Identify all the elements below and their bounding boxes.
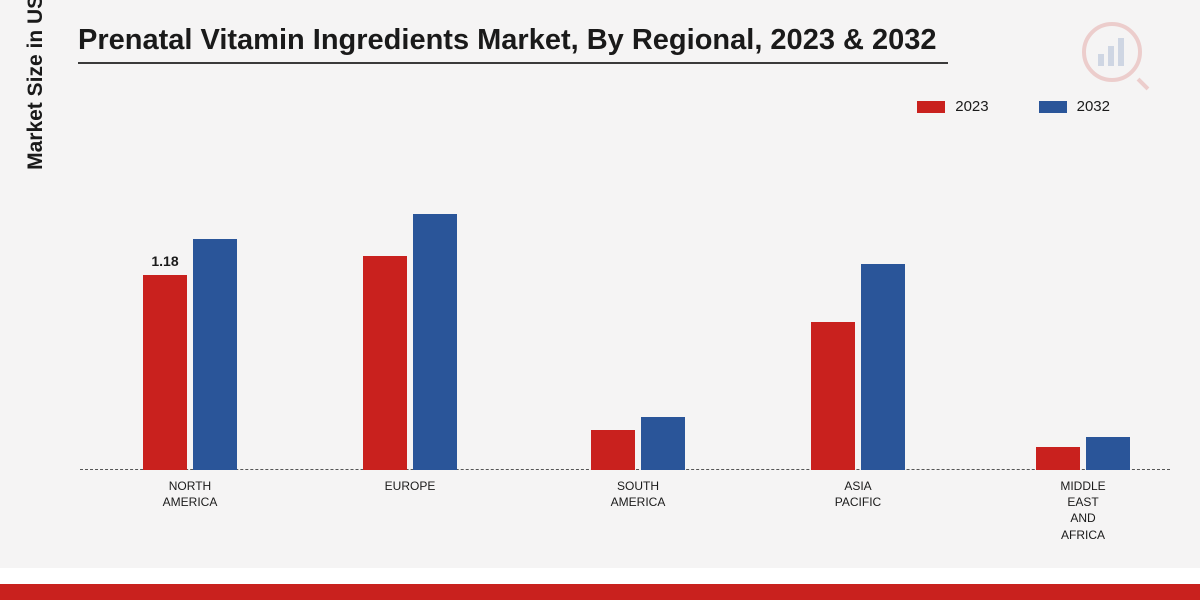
bar-group (350, 214, 470, 470)
legend-swatch-2023 (917, 101, 945, 113)
x-axis-category-label: ASIA PACIFIC (798, 478, 918, 510)
chart-title: Prenatal Vitamin Ingredients Market, By … (78, 24, 937, 57)
bar-group: 1.18 (130, 239, 250, 470)
legend-label-2023: 2023 (955, 98, 988, 115)
legend-item-2032: 2032 (1039, 98, 1110, 115)
legend-label-2032: 2032 (1077, 98, 1110, 115)
bar (811, 322, 855, 471)
bar (193, 239, 237, 470)
bar (363, 256, 407, 471)
footer-red-band (0, 584, 1200, 600)
legend-item-2023: 2023 (917, 98, 988, 115)
watermark-logo (1080, 20, 1150, 90)
bar-group (798, 264, 918, 470)
bar (641, 417, 685, 470)
bar (861, 264, 905, 470)
y-axis-label: Market Size in USD Billion (24, 0, 48, 170)
legend: 2023 2032 (917, 98, 1110, 115)
bar (591, 430, 635, 470)
bar (413, 214, 457, 470)
footer-white-band (0, 568, 1200, 584)
title-underline (78, 62, 948, 64)
x-axis-category-label: EUROPE (350, 478, 470, 494)
bar-group (578, 417, 698, 470)
bar (1036, 447, 1080, 470)
x-axis-labels: NORTH AMERICA EUROPE SOUTH AMERICA ASIA PAC… (80, 478, 1170, 558)
legend-swatch-2032 (1039, 101, 1067, 113)
plot-area: 1.18 (80, 140, 1170, 470)
bar: 1.18 (143, 275, 187, 470)
chart-container: Prenatal Vitamin Ingredients Market, By … (0, 0, 1200, 568)
bar-group (1023, 437, 1143, 470)
x-axis-category-label: MIDDLE EAST AND AFRICA (1023, 478, 1143, 543)
bar-value-label: 1.18 (151, 253, 178, 269)
bar (1086, 437, 1130, 470)
x-axis-category-label: SOUTH AMERICA (578, 478, 698, 510)
x-axis-category-label: NORTH AMERICA (130, 478, 250, 510)
